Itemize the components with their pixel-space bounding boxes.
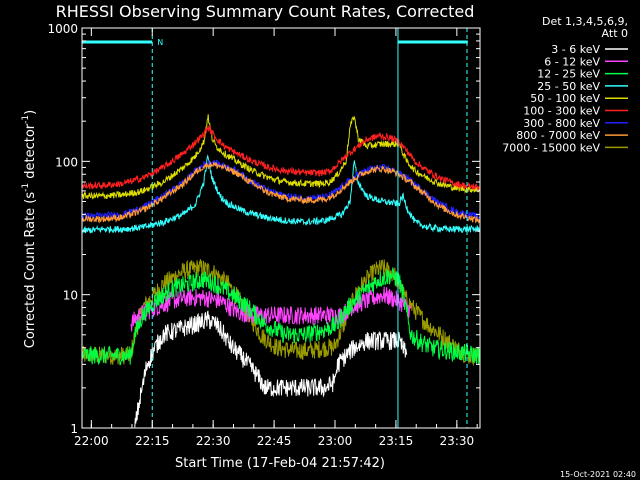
y-tick-label: 10	[63, 289, 78, 303]
series-line-2	[130, 286, 411, 332]
y-tick-label: 1	[70, 422, 78, 436]
legend-entry-label: 12 - 25 keV	[537, 68, 600, 81]
axes-layer: 22:00 22:15 22:30 22:45 23:00 23:15 23:30 1 10 10…	[47, 22, 481, 448]
x-tick-label: 22:15	[135, 434, 170, 448]
x-tick-label: 22:30	[196, 434, 231, 448]
series-line-7	[82, 124, 480, 191]
legend-entry-label: 50 - 100 keV	[530, 92, 600, 105]
y-label-part-3: )	[23, 110, 38, 115]
y-label-sup-1: -1	[21, 183, 31, 192]
y-label-sup-2: -1	[21, 115, 31, 124]
legend-entry-label: 7000 - 15000 keV	[502, 141, 600, 154]
chart-title: RHESSI Observing Summary Count Rates, Co…	[56, 2, 475, 21]
series-line-6	[82, 114, 480, 200]
y-label-part-1: Corrected Count Rate (s	[23, 192, 38, 349]
series-line-1	[82, 259, 480, 367]
legend-entry-label: 100 - 300 keV	[523, 105, 600, 118]
x-tick-label: 23:00	[318, 434, 353, 448]
legend-entry-label: 25 - 50 keV	[537, 80, 600, 93]
series-line-4	[134, 310, 408, 428]
series-layer	[82, 114, 480, 428]
y-tick-label: 100	[55, 155, 78, 169]
legend-entry-label: 300 - 800 keV	[523, 117, 600, 130]
svg-text:Corrected Count Rate (s-1 dete: Corrected Count Rate (s-1 detector-1)	[21, 110, 38, 348]
series-line-5	[82, 154, 480, 234]
x-axis-label: Start Time (17-Feb-04 21:57:42)	[175, 456, 385, 471]
legend-entry-label: 6 - 12 keV	[544, 55, 600, 68]
series-line-9	[82, 161, 480, 224]
x-tick-label: 22:45	[257, 434, 292, 448]
series-line-3	[82, 267, 480, 366]
legend-header-line: Att 0	[602, 27, 628, 40]
y-tick-label: 1000	[47, 22, 78, 36]
y-axis-label: Corrected Count Rate (s-1 detector-1)	[21, 110, 38, 348]
legend-header-line: Det 1,3,4,5,6,9,	[542, 15, 628, 28]
attenuator-bar-label: N	[157, 38, 163, 47]
plot-frame	[81, 27, 481, 429]
x-tick-label: 23:15	[379, 434, 414, 448]
x-tick-label: 23:30	[440, 434, 475, 448]
generation-timestamp: 15-Oct-2021 02:40	[560, 470, 636, 479]
x-tick-label: 22:00	[74, 434, 109, 448]
y-label-part-2: detector	[23, 123, 38, 183]
legend-entry-label: 3 - 6 keV	[551, 43, 600, 56]
legend-entry-label: 800 - 7000 keV	[516, 129, 600, 142]
marker-layer: N	[82, 28, 468, 428]
